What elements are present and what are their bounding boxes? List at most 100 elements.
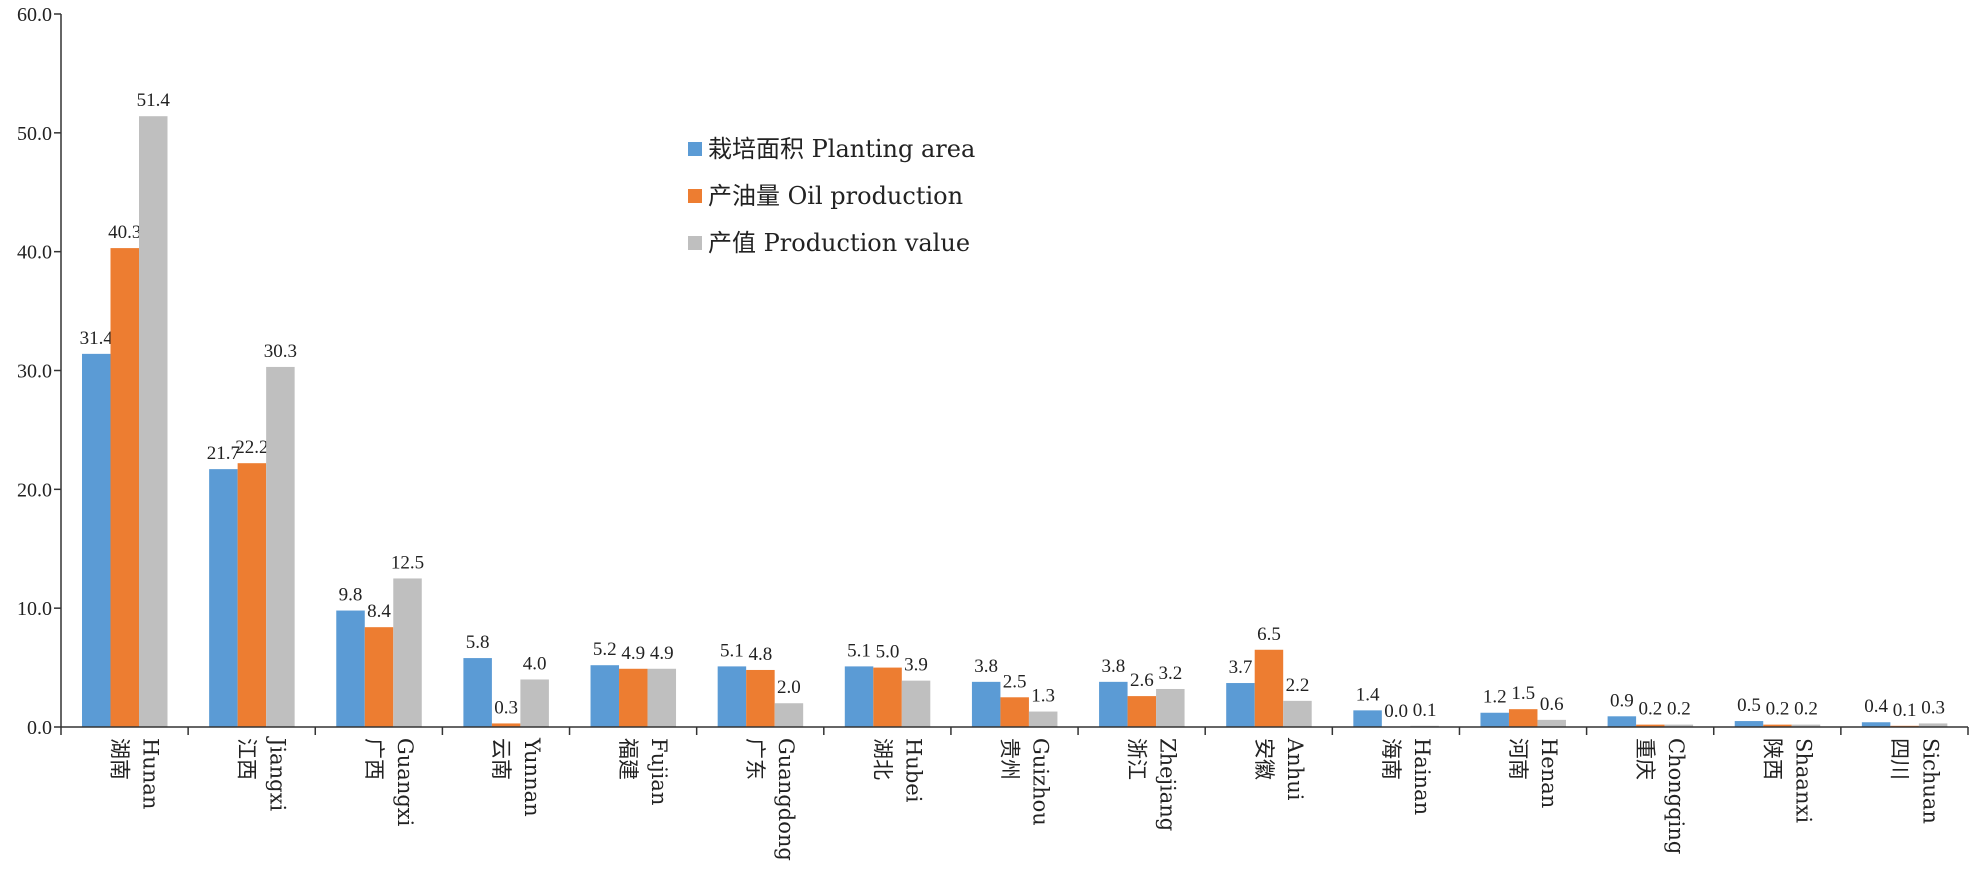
bar — [393, 578, 422, 727]
bar — [971, 681, 1001, 727]
category-label-en: Shaanxi — [1791, 738, 1815, 823]
category-label-cn: 浙江 — [1125, 738, 1149, 780]
y-tick-label: 50.0 — [17, 123, 52, 145]
legend-swatch — [688, 189, 702, 203]
category-label-cn: 福建 — [616, 738, 640, 780]
bar — [1636, 724, 1665, 727]
category-label-en: Henan — [1537, 738, 1561, 808]
bar — [1480, 712, 1509, 727]
data-label: 5.0 — [876, 642, 900, 663]
data-label: 0.1 — [1893, 700, 1917, 721]
legend-label: 产值 Production value — [708, 229, 970, 257]
data-label: 4.8 — [749, 644, 773, 665]
bar — [717, 666, 747, 727]
data-label: 6.5 — [1257, 624, 1281, 645]
data-label: 3.8 — [974, 656, 998, 677]
category-label-cn: 安徽 — [1252, 738, 1276, 780]
data-label: 1.4 — [1356, 684, 1380, 705]
data-label: 0.9 — [1610, 690, 1634, 711]
category-label-cn: 广东 — [743, 738, 767, 780]
bar — [1283, 700, 1312, 727]
bar — [619, 668, 648, 727]
y-axis: 0.0 10.0 20.0 30.0 40.0 50.0 60.0 — [17, 4, 62, 739]
category-label-cn: 广西 — [362, 738, 386, 780]
bar — [82, 353, 111, 727]
category-label-cn: 湖南 — [108, 738, 132, 780]
data-label: 3.9 — [904, 655, 928, 676]
category-label-cn: 海南 — [1379, 738, 1403, 780]
legend-swatch — [688, 236, 702, 250]
category-label-en: Sichuan — [1918, 738, 1942, 824]
data-label: 2.5 — [1003, 671, 1027, 692]
bar — [110, 248, 139, 727]
data-label: 51.4 — [137, 90, 171, 111]
category-label-cn: 河南 — [1506, 738, 1530, 780]
data-label: 0.6 — [1540, 694, 1564, 715]
y-tick-label: 60.0 — [17, 4, 52, 26]
data-label: 5.8 — [466, 632, 490, 653]
category-label-en: Hainan — [1410, 738, 1434, 815]
bar — [901, 680, 931, 727]
bar — [209, 469, 238, 727]
category-label-cn: 陕西 — [1760, 738, 1784, 780]
data-label: 0.4 — [1864, 696, 1888, 717]
data-label: 9.8 — [339, 585, 363, 606]
category-label-cn: 湖北 — [870, 738, 894, 780]
bar — [590, 665, 620, 727]
category-label-cn: 重庆 — [1633, 738, 1657, 780]
bar — [1000, 697, 1029, 727]
bar — [1861, 722, 1891, 727]
data-label: 5.1 — [847, 640, 871, 661]
data-label: 5.1 — [720, 640, 744, 661]
data-label: 40.3 — [108, 222, 141, 243]
y-tick-label: 10.0 — [17, 598, 52, 620]
data-label: 12.5 — [391, 552, 424, 573]
data-label: 22.2 — [235, 437, 268, 458]
data-label: 1.2 — [1483, 687, 1507, 708]
category-label-cn: 贵州 — [998, 738, 1022, 780]
data-label: 31.4 — [80, 328, 114, 349]
category-label-cn: 云南 — [489, 738, 513, 780]
data-label: 0.2 — [1667, 699, 1691, 720]
y-tick-label: 20.0 — [17, 479, 52, 501]
bar — [873, 667, 902, 727]
data-label: 2.6 — [1130, 670, 1154, 691]
bar — [463, 658, 492, 727]
data-label: 3.8 — [1101, 656, 1125, 677]
bar — [1254, 649, 1284, 727]
bar — [1763, 724, 1792, 727]
data-label: 0.2 — [1638, 699, 1662, 720]
legend-swatch — [688, 142, 702, 156]
data-label: 0.0 — [1384, 701, 1408, 722]
data-label: 30.3 — [264, 341, 297, 362]
category-label-en: Yunnan — [520, 737, 544, 817]
bar — [364, 627, 394, 727]
bar — [266, 366, 295, 727]
category-label-cn: 江西 — [235, 738, 259, 780]
data-label: 4.9 — [650, 643, 674, 664]
data-label: 4.9 — [621, 643, 645, 664]
y-tick-label: 0.0 — [27, 717, 52, 739]
data-label: 2.0 — [777, 677, 801, 698]
data-label: 0.2 — [1794, 699, 1818, 720]
data-label: 0.1 — [1413, 700, 1437, 721]
bar — [1028, 711, 1058, 727]
bar — [1664, 724, 1694, 727]
data-label: 4.0 — [523, 653, 547, 674]
bar — [1734, 721, 1764, 727]
data-label: 5.2 — [593, 639, 617, 660]
bar — [1918, 723, 1948, 727]
bar — [1099, 681, 1128, 727]
bar — [1353, 710, 1382, 727]
data-label: 2.2 — [1286, 675, 1310, 696]
legend: 栽培面积 Planting area 产油量 Oil production 产值 P… — [688, 135, 975, 257]
data-label: 1.5 — [1511, 683, 1535, 704]
category-label-en: Zhejiang — [1156, 738, 1180, 831]
bar — [1537, 719, 1566, 727]
bar — [1508, 709, 1538, 727]
bar — [237, 463, 267, 727]
category-label-en: Hunan — [139, 738, 163, 809]
bar — [774, 703, 804, 727]
legend-label: 产油量 Oil production — [708, 182, 963, 210]
data-label: 1.3 — [1031, 686, 1055, 707]
